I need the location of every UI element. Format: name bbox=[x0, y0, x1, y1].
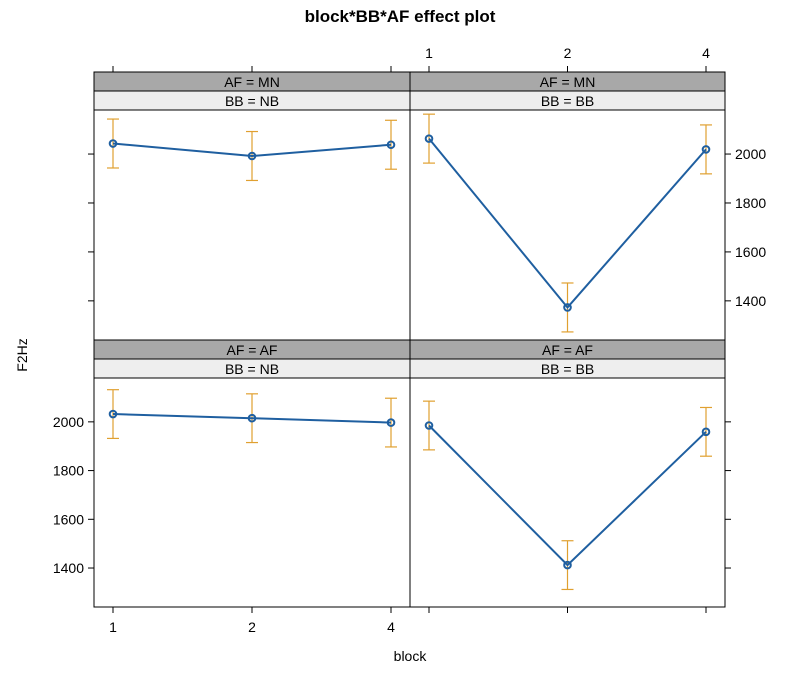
x-tick-label: 2 bbox=[248, 619, 256, 635]
series-line bbox=[112, 142, 392, 158]
y-tick-label: 2000 bbox=[735, 146, 766, 162]
x-tick-label: 1 bbox=[425, 45, 433, 61]
data-point bbox=[247, 151, 257, 161]
strip-af-label: AF = AF bbox=[227, 342, 278, 358]
strip-bb-label: BB = BB bbox=[541, 93, 594, 109]
strip-af-label: AF = MN bbox=[224, 74, 280, 90]
x-tick-label: 1 bbox=[109, 619, 117, 635]
x-tick-label: 4 bbox=[387, 619, 395, 635]
y-tick-label: 1600 bbox=[735, 244, 766, 260]
data-point bbox=[386, 140, 396, 150]
chart-title: block*BB*AF effect plot bbox=[305, 7, 496, 26]
y-axis-label: F2Hz bbox=[14, 338, 30, 371]
data-point bbox=[563, 303, 572, 312]
y-tick-label: 1400 bbox=[735, 293, 766, 309]
y-tick-label: 1400 bbox=[53, 560, 84, 576]
data-point bbox=[701, 427, 711, 437]
data-point bbox=[108, 139, 118, 148]
strip-bb-label: BB = NB bbox=[225, 361, 279, 377]
x-tick-label: 2 bbox=[564, 45, 572, 61]
x-tick-label: 4 bbox=[702, 45, 710, 61]
y-tick-label: 1800 bbox=[735, 195, 766, 211]
x-axis-label: block bbox=[394, 648, 428, 664]
data-point bbox=[701, 145, 711, 154]
y-tick-label: 1600 bbox=[53, 511, 84, 527]
series-line bbox=[112, 413, 392, 424]
strip-af-label: AF = AF bbox=[542, 342, 593, 358]
panels-group: AF = MN BB = NB AF = MN BB = BB AF = AF BB = … bbox=[53, 45, 767, 635]
strip-bb-label: BB = NB bbox=[225, 93, 279, 109]
data-point bbox=[424, 421, 434, 430]
series-line bbox=[428, 424, 707, 567]
data-point bbox=[247, 413, 257, 423]
strip-bb-label: BB = BB bbox=[541, 361, 594, 377]
y-tick-label: 2000 bbox=[53, 414, 84, 430]
strip-af-label: AF = MN bbox=[540, 74, 596, 90]
series-line bbox=[428, 137, 707, 310]
data-point bbox=[386, 418, 396, 427]
y-tick-label: 1800 bbox=[53, 463, 84, 479]
data-point bbox=[563, 560, 572, 570]
data-point bbox=[424, 134, 434, 143]
data-point bbox=[108, 409, 118, 419]
